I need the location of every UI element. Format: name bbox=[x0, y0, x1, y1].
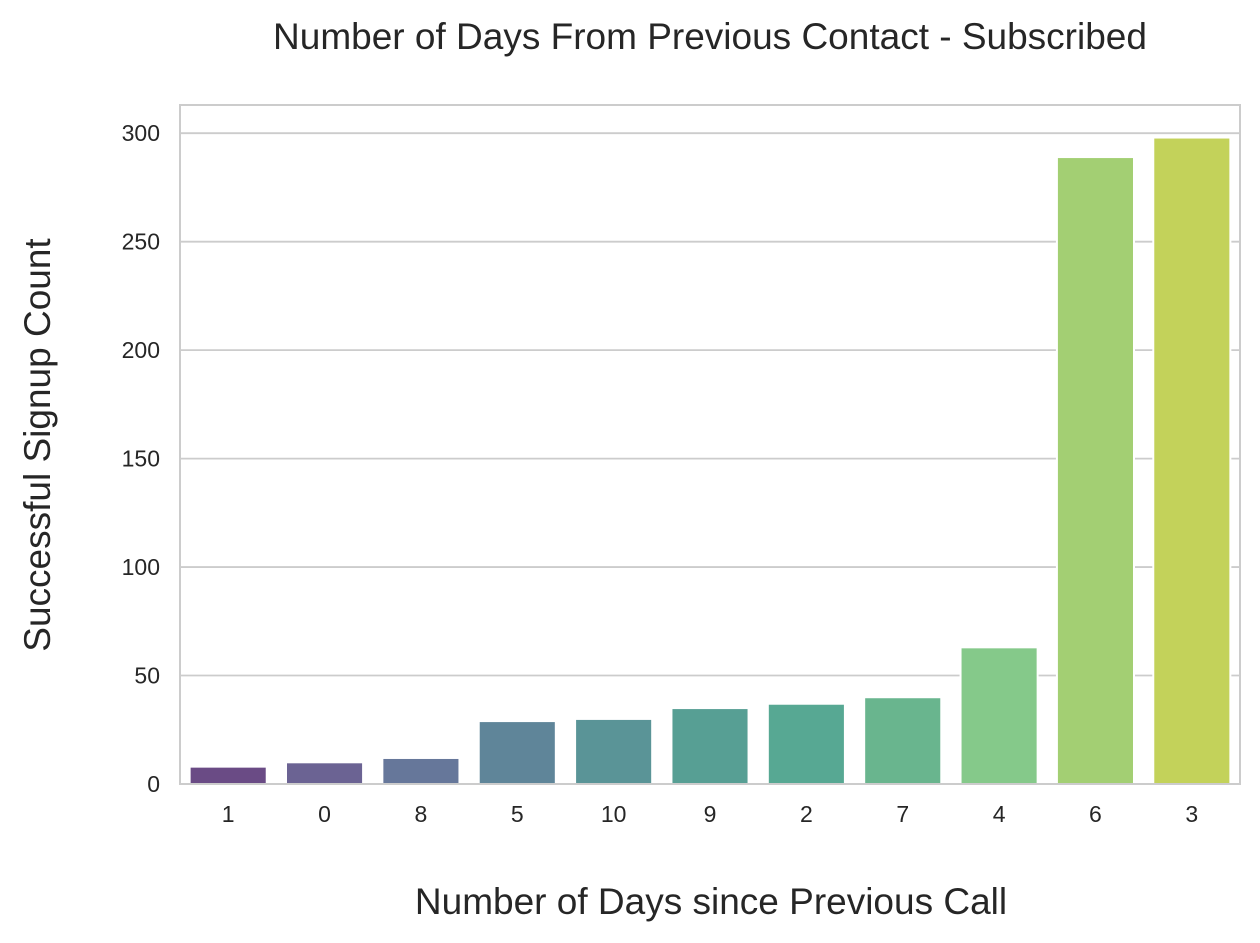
bar-day-9 bbox=[670, 707, 750, 786]
x-tick-label: 4 bbox=[993, 801, 1006, 827]
y-tick-label: 150 bbox=[122, 446, 160, 472]
x-tick-label: 9 bbox=[704, 801, 717, 827]
chart-title: Number of Days From Previous Contact - S… bbox=[273, 16, 1147, 57]
x-tick-label: 1 bbox=[222, 801, 235, 827]
bar-day-8 bbox=[381, 756, 461, 786]
bar-day-10 bbox=[574, 717, 654, 785]
bars bbox=[188, 136, 1232, 786]
gridlines bbox=[180, 132, 1240, 785]
y-axis-label: Successful Signup Count bbox=[17, 238, 58, 652]
bar-day-0 bbox=[285, 761, 365, 785]
bar-day-1 bbox=[188, 765, 268, 786]
x-tick-label: 7 bbox=[896, 801, 909, 827]
bar-day-3 bbox=[1152, 136, 1232, 786]
bar-day-7 bbox=[863, 696, 943, 785]
bar-day-4 bbox=[959, 646, 1039, 785]
x-tick-labels: 1 0 8 5 10 9 2 7 4 6 3 bbox=[222, 801, 1198, 827]
x-tick-label: 3 bbox=[1185, 801, 1198, 827]
bar-day-2 bbox=[766, 702, 846, 785]
y-tick-labels: 0 50 100 150 200 250 300 bbox=[122, 120, 160, 797]
x-tick-label: 0 bbox=[318, 801, 331, 827]
y-tick-label: 300 bbox=[122, 120, 160, 146]
y-tick-label: 200 bbox=[122, 337, 160, 363]
x-tick-label: 10 bbox=[601, 801, 627, 827]
x-axis-label: Number of Days since Previous Call bbox=[415, 881, 1007, 922]
y-tick-label: 250 bbox=[122, 229, 160, 255]
y-tick-label: 0 bbox=[147, 771, 160, 797]
x-tick-label: 8 bbox=[415, 801, 428, 827]
x-tick-label: 5 bbox=[511, 801, 524, 827]
bar-day-6 bbox=[1055, 156, 1135, 785]
y-tick-label: 100 bbox=[122, 554, 160, 580]
x-tick-label: 6 bbox=[1089, 801, 1102, 827]
plot-frame bbox=[179, 104, 1241, 785]
y-tick-label: 50 bbox=[134, 663, 160, 689]
bar-day-5 bbox=[477, 720, 557, 786]
x-tick-label: 2 bbox=[800, 801, 813, 827]
